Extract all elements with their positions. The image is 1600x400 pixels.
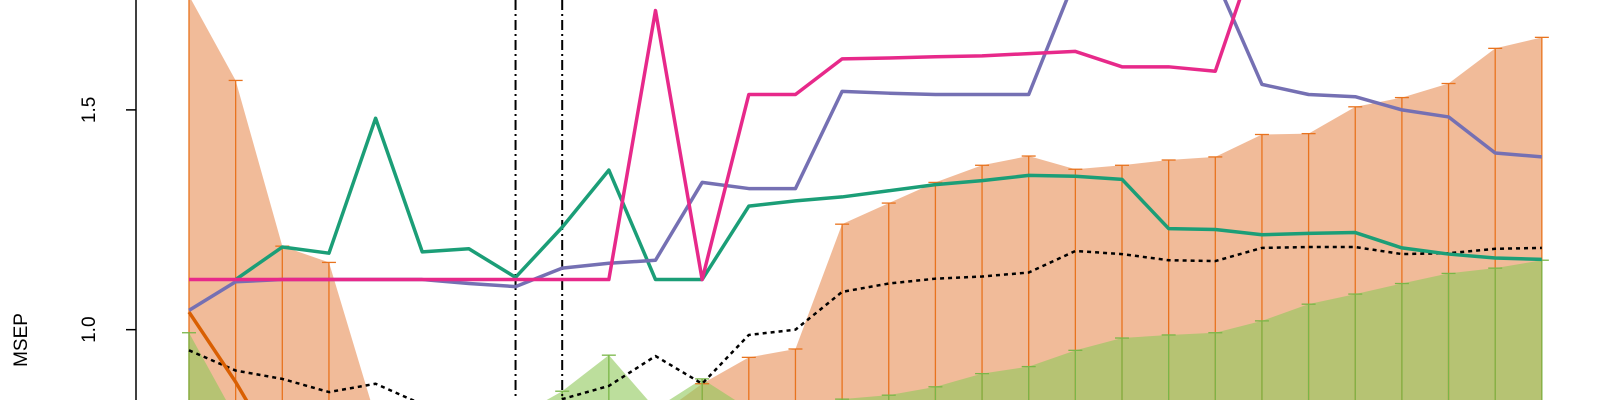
band-area xyxy=(189,0,1542,400)
y-tick-label: 1.0 xyxy=(79,316,100,342)
y-axis-label: MSEP xyxy=(11,313,32,367)
band-area xyxy=(189,260,1542,400)
series-line xyxy=(187,311,249,400)
series-line xyxy=(234,116,1542,282)
series-line xyxy=(189,0,1242,282)
plot-area xyxy=(182,0,1549,400)
y-tick-label: 1.5 xyxy=(79,97,100,123)
